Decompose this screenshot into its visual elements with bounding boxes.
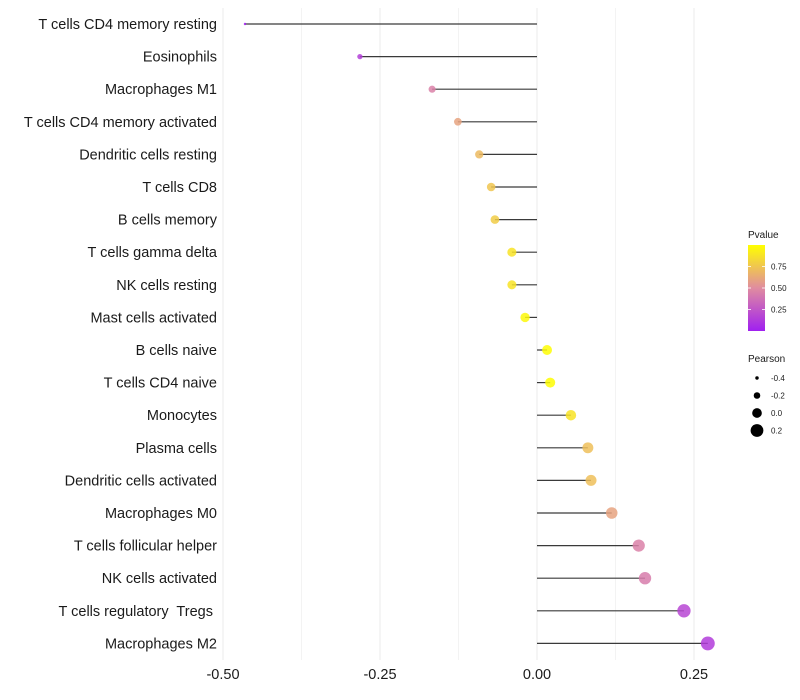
y-tick-label: T cells follicular helper <box>74 539 217 555</box>
y-tick-label: T cells CD4 memory activated <box>24 115 217 131</box>
data-point <box>677 604 691 618</box>
size-legend-label: 0.0 <box>771 409 783 418</box>
data-point <box>638 572 652 585</box>
data-point <box>507 247 517 257</box>
data-point <box>486 182 496 192</box>
data-point <box>700 636 715 651</box>
y-tick-label: T cells CD4 memory resting <box>38 17 217 33</box>
pearson-legend: Pearson -0.4 -0.2 0.0 0.2 <box>748 354 785 437</box>
y-tick-label: T cells gamma delta <box>88 245 218 261</box>
data-point <box>357 53 363 60</box>
x-tick-label: 0.00 <box>523 667 551 683</box>
pearson-legend-title: Pearson <box>748 354 785 365</box>
pvalue-legend: Pvalue 0.25 0.50 0.75 <box>748 230 787 331</box>
y-tick-label: Plasma cells <box>136 441 217 457</box>
data-point <box>507 280 517 290</box>
data-point <box>605 507 618 519</box>
y-tick-label: Eosinophils <box>143 50 217 66</box>
data-point <box>585 474 597 486</box>
data-point <box>542 345 553 355</box>
y-tick-label: Macrophages M2 <box>105 636 217 652</box>
size-legend-label: -0.2 <box>771 392 785 401</box>
y-tick-label: Monocytes <box>147 408 217 424</box>
data-point <box>243 22 247 26</box>
data-point <box>520 312 530 323</box>
x-axis-labels: -0.50 -0.25 0.00 0.25 <box>206 667 708 683</box>
y-tick-label: T cells CD8 <box>142 180 217 196</box>
grid-lines <box>222 8 695 660</box>
y-tick-label: B cells naive <box>136 343 217 359</box>
pvalue-colorbar <box>748 245 765 331</box>
y-tick-label: Mast cells activated <box>90 310 217 326</box>
y-tick-label: NK cells activated <box>102 571 217 587</box>
size-legend-label: 0.2 <box>771 427 783 436</box>
size-legend-key <box>755 376 759 380</box>
pvalue-legend-title: Pvalue <box>748 230 779 241</box>
x-tick-label: 0.25 <box>680 667 708 683</box>
y-tick-label: Macrophages M0 <box>105 506 217 522</box>
points <box>243 22 715 651</box>
size-legend-key <box>750 424 764 437</box>
y-tick-label: T cells regulatory Tregs <box>59 604 218 620</box>
y-axis-labels: T cells CD4 memory resting Eosinophils Mac… <box>24 17 218 652</box>
size-legend-label: -0.4 <box>771 374 785 383</box>
size-legend-key <box>752 408 762 418</box>
stems <box>244 23 708 645</box>
data-point <box>475 150 484 159</box>
colorbar-label: 0.75 <box>771 263 787 272</box>
size-legend-key <box>753 392 761 399</box>
colorbar-label: 0.50 <box>771 284 787 293</box>
x-tick-label: -0.25 <box>363 667 396 683</box>
y-tick-label: T cells CD4 naive <box>104 376 217 392</box>
colorbar-label: 0.25 <box>771 306 787 315</box>
data-point <box>582 442 594 454</box>
y-tick-label: Dendritic cells resting <box>79 147 217 163</box>
x-tick-label: -0.50 <box>206 667 239 683</box>
data-point <box>490 215 500 224</box>
y-tick-label: Macrophages M1 <box>105 82 217 98</box>
data-point <box>565 409 577 421</box>
y-tick-label: Dendritic cells activated <box>65 473 217 489</box>
y-tick-label: B cells memory <box>118 213 218 229</box>
y-tick-label: NK cells resting <box>116 278 217 294</box>
data-point <box>632 539 645 552</box>
data-point <box>428 85 436 93</box>
data-point <box>545 377 556 388</box>
data-point <box>454 117 462 126</box>
